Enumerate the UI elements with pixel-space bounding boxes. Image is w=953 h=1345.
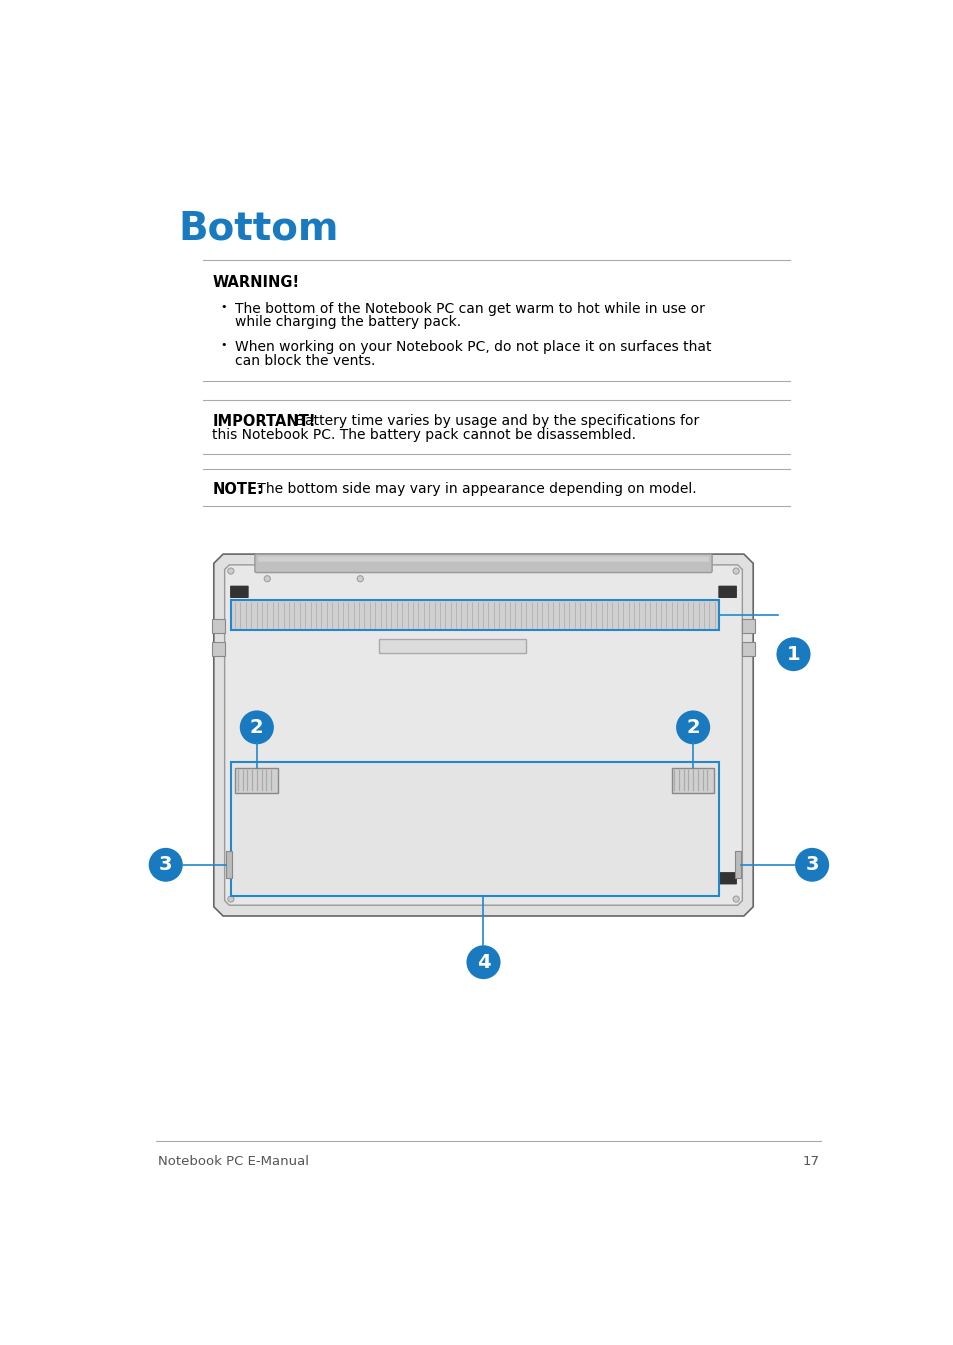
Text: can block the vents.: can block the vents. — [235, 354, 375, 369]
Circle shape — [228, 896, 233, 902]
Circle shape — [264, 576, 270, 582]
Ellipse shape — [239, 710, 274, 744]
Bar — [741, 642, 754, 656]
Ellipse shape — [466, 946, 500, 979]
Text: 3: 3 — [804, 855, 818, 874]
Text: The bottom of the Notebook PC can get warm to hot while in use or: The bottom of the Notebook PC can get wa… — [235, 301, 704, 316]
Circle shape — [732, 896, 739, 902]
Circle shape — [732, 568, 739, 574]
Circle shape — [480, 888, 486, 894]
Circle shape — [228, 568, 233, 574]
Text: •: • — [220, 301, 226, 312]
FancyBboxPatch shape — [230, 872, 249, 885]
Bar — [671, 768, 714, 792]
Text: Notebook PC E-Manual: Notebook PC E-Manual — [158, 1155, 309, 1167]
Circle shape — [356, 576, 363, 582]
Ellipse shape — [776, 638, 810, 671]
Bar — [226, 851, 233, 878]
Text: 4: 4 — [476, 952, 490, 971]
FancyBboxPatch shape — [254, 554, 711, 573]
Bar — [212, 642, 224, 656]
Text: while charging the battery pack.: while charging the battery pack. — [235, 315, 461, 330]
Text: Battery time varies by usage and by the specifications for: Battery time varies by usage and by the … — [291, 414, 699, 428]
Text: 2: 2 — [250, 718, 263, 737]
Bar — [231, 763, 719, 896]
Bar — [378, 639, 525, 652]
FancyBboxPatch shape — [718, 872, 736, 885]
Ellipse shape — [149, 847, 183, 882]
Ellipse shape — [794, 847, 828, 882]
Text: •: • — [220, 340, 226, 350]
Text: this Notebook PC. The battery pack cannot be disassembled.: this Notebook PC. The battery pack canno… — [212, 428, 636, 441]
Polygon shape — [213, 554, 753, 916]
Polygon shape — [224, 565, 741, 905]
Ellipse shape — [676, 710, 709, 744]
Circle shape — [696, 888, 702, 894]
Text: Bottom: Bottom — [178, 208, 338, 247]
Text: 17: 17 — [802, 1155, 819, 1167]
Bar — [741, 619, 754, 632]
Bar — [231, 600, 719, 629]
Text: 3: 3 — [159, 855, 172, 874]
Text: NOTE:: NOTE: — [212, 482, 263, 496]
Text: The bottom side may vary in appearance depending on model.: The bottom side may vary in appearance d… — [253, 482, 696, 496]
Circle shape — [264, 888, 270, 894]
Text: WARNING!: WARNING! — [212, 276, 299, 291]
Text: IMPORTANT!: IMPORTANT! — [212, 414, 315, 429]
Bar — [212, 619, 224, 632]
Bar — [235, 768, 278, 792]
Bar — [734, 851, 740, 878]
FancyBboxPatch shape — [230, 585, 249, 599]
FancyBboxPatch shape — [257, 557, 708, 562]
FancyBboxPatch shape — [718, 585, 736, 599]
Text: 1: 1 — [786, 644, 800, 663]
Text: When working on your Notebook PC, do not place it on surfaces that: When working on your Notebook PC, do not… — [235, 340, 711, 354]
Text: 2: 2 — [685, 718, 700, 737]
